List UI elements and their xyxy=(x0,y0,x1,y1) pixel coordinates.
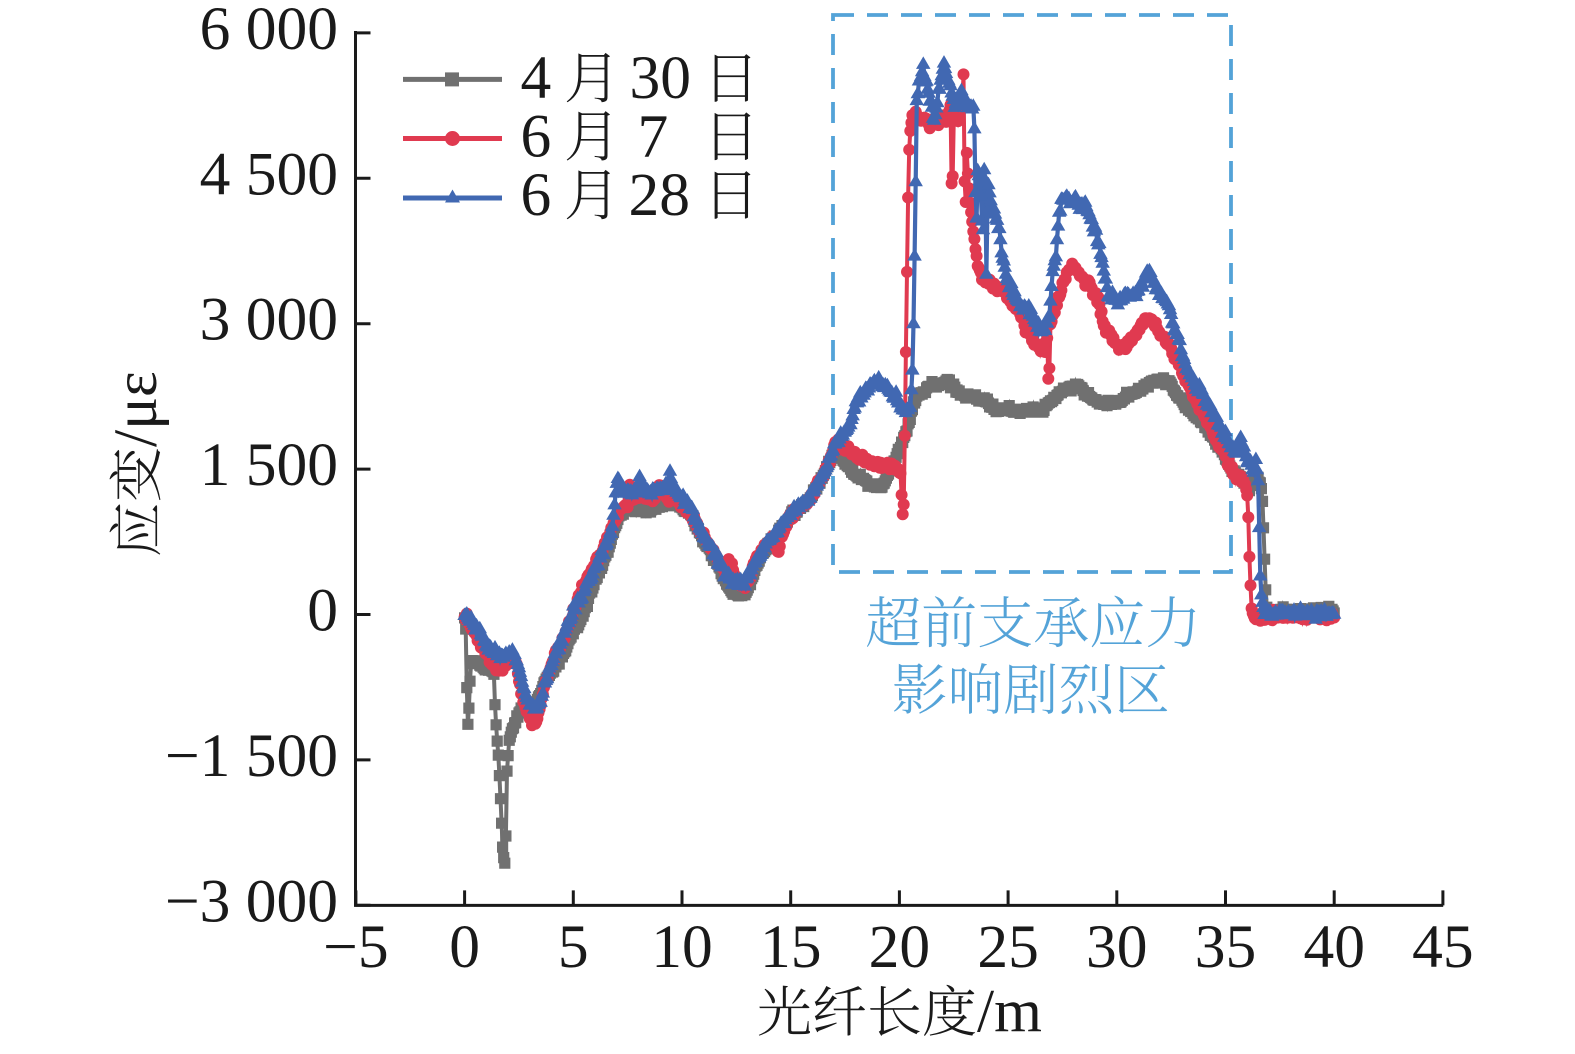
svg-text:40: 40 xyxy=(1303,913,1365,981)
svg-text:−5: −5 xyxy=(323,913,388,981)
svg-text:6 000: 6 000 xyxy=(200,0,338,63)
svg-text:30: 30 xyxy=(1086,913,1148,981)
svg-text:35: 35 xyxy=(1195,913,1257,981)
svg-text:7: 7 xyxy=(638,102,669,170)
svg-text:4: 4 xyxy=(521,44,552,112)
svg-text:10: 10 xyxy=(651,913,713,981)
svg-text:0: 0 xyxy=(307,577,338,645)
svg-text:5: 5 xyxy=(558,913,589,981)
svg-text:25: 25 xyxy=(977,913,1039,981)
svg-text:3 000: 3 000 xyxy=(200,286,338,354)
svg-text:−1 500: −1 500 xyxy=(165,722,338,790)
svg-text:/m: /m xyxy=(977,978,1042,1046)
svg-text:4 500: 4 500 xyxy=(200,140,338,208)
svg-text:−3 000: −3 000 xyxy=(165,867,338,935)
svg-text:/με: /με xyxy=(102,371,170,447)
svg-text:45: 45 xyxy=(1412,913,1474,981)
svg-text:30: 30 xyxy=(630,44,692,112)
svg-text:15: 15 xyxy=(760,913,822,981)
svg-text:28: 28 xyxy=(629,161,691,229)
svg-text:6: 6 xyxy=(521,161,552,229)
svg-text:0: 0 xyxy=(449,913,480,981)
svg-text:1 500: 1 500 xyxy=(200,431,338,499)
svg-text:6: 6 xyxy=(521,102,552,170)
svg-text:20: 20 xyxy=(869,913,931,981)
